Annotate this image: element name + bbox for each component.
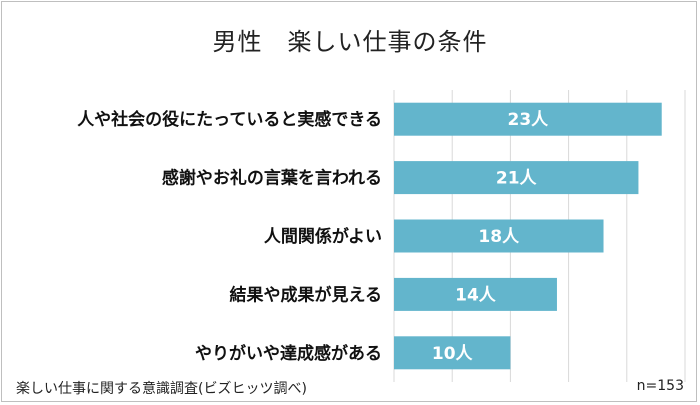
bar (394, 219, 604, 253)
bar (394, 102, 662, 136)
bar-value-label: 18人 (478, 227, 520, 247)
grid-lines (393, 90, 686, 382)
source-note: 楽しい仕事に関する意識調査(ビズヒッツ調べ) (16, 381, 307, 397)
bar (394, 161, 639, 195)
bar-value-label: 10人 (432, 344, 474, 364)
chart-title: 男性 楽しい仕事の条件 (212, 28, 488, 56)
bar (394, 336, 511, 370)
bar-value-label: 21人 (496, 169, 538, 189)
category-label: やりがいや達成感がある (195, 343, 382, 364)
labels-group: 23人 人や社会の役にたっていると実感できる 21人 感謝やお礼の言葉を言われる 18人… (77, 109, 549, 364)
bar-value-label: 14人 (455, 285, 497, 305)
bars-group (394, 102, 662, 370)
sample-size: n=153 (636, 378, 684, 394)
category-label: 人や社会の役にたっていると実感できる (77, 109, 382, 130)
bar-value-label: 23人 (508, 110, 550, 130)
category-label: 結果や成果が見える (230, 284, 383, 305)
bar (394, 277, 557, 311)
category-label: 感謝やお礼の言葉を言われる (162, 168, 382, 189)
category-label: 人間関係がよい (264, 226, 382, 247)
